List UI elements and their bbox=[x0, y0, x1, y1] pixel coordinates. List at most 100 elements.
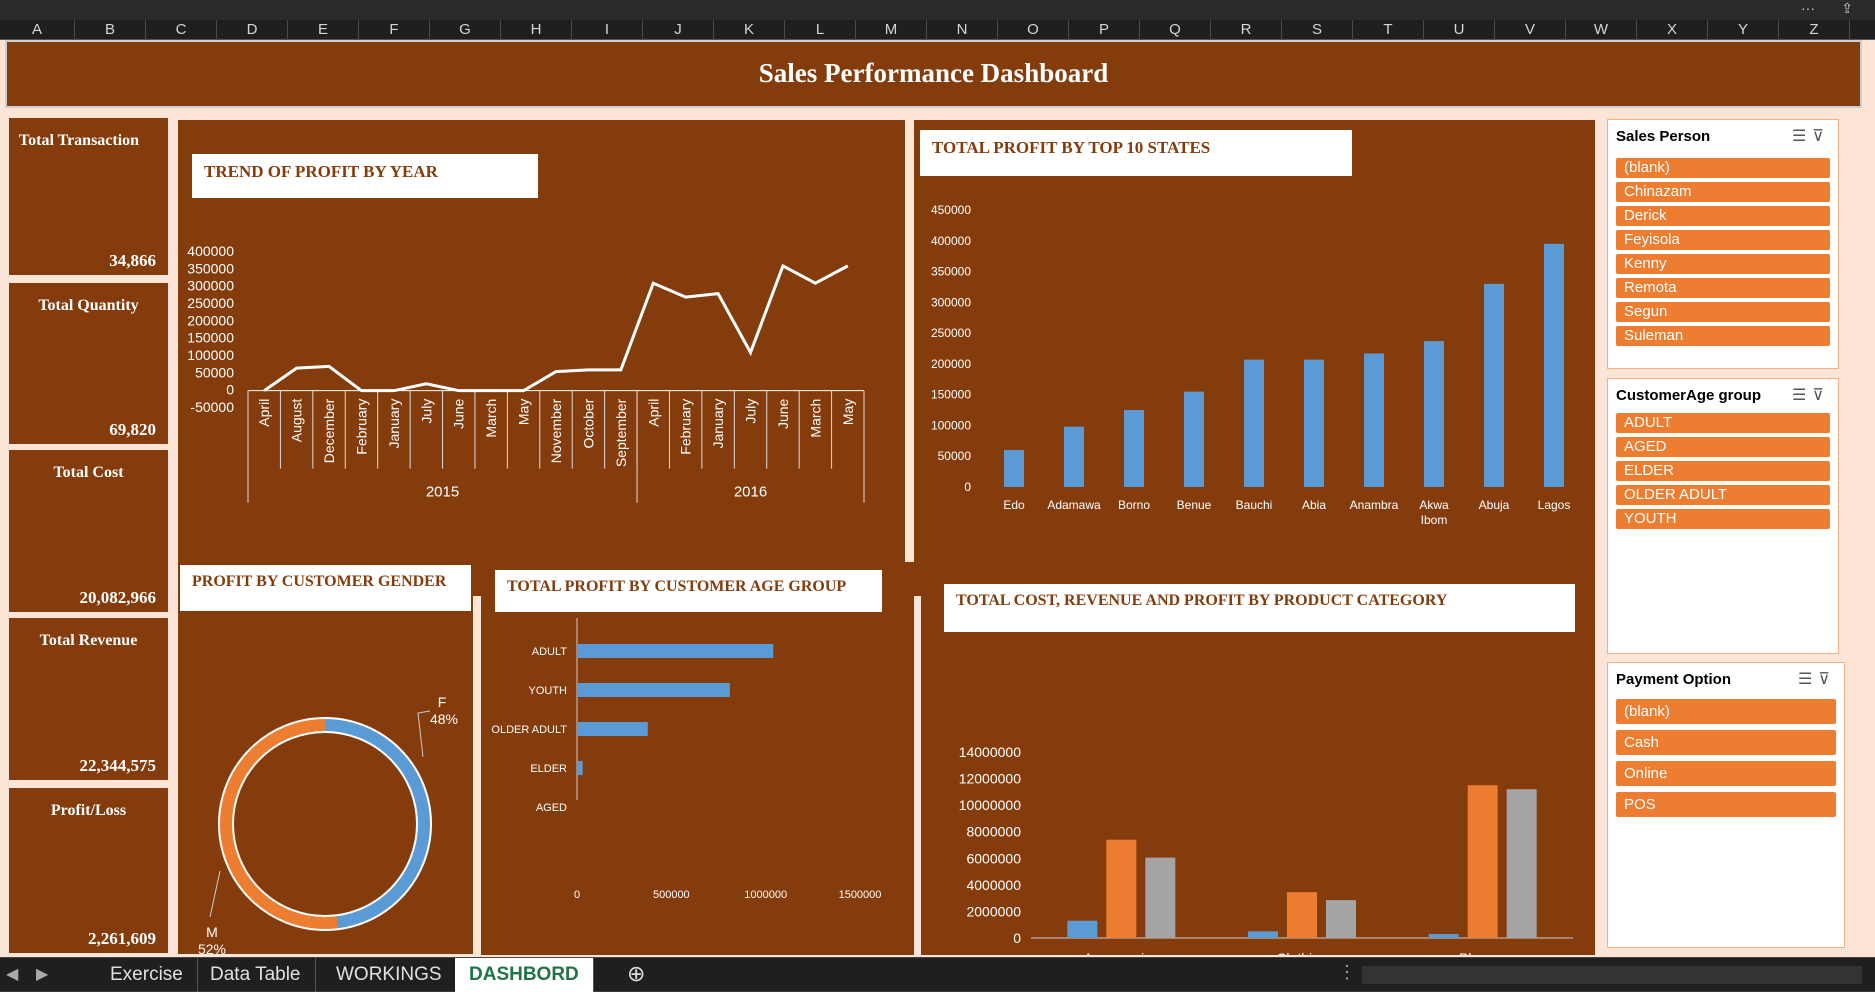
dashboard-title-banner[interactable]: Sales Performance Dashboard bbox=[5, 40, 1862, 108]
slicer-item[interactable]: Kenny bbox=[1616, 254, 1830, 274]
column-header[interactable]: A bbox=[0, 20, 75, 40]
slicer-item[interactable]: Cash bbox=[1616, 730, 1836, 755]
slicer-item[interactable]: (blank) bbox=[1616, 699, 1836, 724]
bar bbox=[1544, 244, 1564, 487]
column-header[interactable]: M bbox=[856, 20, 927, 40]
slicer-item[interactable]: POS bbox=[1616, 792, 1836, 817]
y-tick-label: 0 bbox=[226, 382, 234, 398]
slicer-item[interactable]: ELDER bbox=[1616, 461, 1830, 481]
column-header[interactable]: D bbox=[217, 20, 288, 40]
x-tick-label: 1000000 bbox=[744, 889, 787, 901]
x-tick-label: January bbox=[386, 399, 402, 449]
column-header[interactable]: I bbox=[572, 20, 643, 40]
sheet-tab[interactable]: Data Table bbox=[196, 958, 316, 992]
clear-filter-icon[interactable]: ⊽ bbox=[1812, 387, 1830, 404]
column-header[interactable]: R bbox=[1211, 20, 1282, 40]
x-tick-label: March bbox=[807, 399, 823, 438]
slicer-item[interactable]: (blank) bbox=[1616, 158, 1830, 178]
slicer-item[interactable]: Suleman bbox=[1616, 326, 1830, 346]
add-sheet-icon[interactable]: ⊕ bbox=[627, 961, 645, 987]
more-options-icon[interactable]: ··· bbox=[1801, 0, 1815, 16]
slicer-title: Sales Person bbox=[1616, 128, 1710, 145]
slicer-item[interactable]: Derick bbox=[1616, 206, 1830, 226]
bar bbox=[1145, 858, 1175, 938]
slicer-item[interactable]: Segun bbox=[1616, 302, 1830, 322]
y-tick-label: YOUTH bbox=[529, 685, 568, 697]
y-tick-label: 400000 bbox=[931, 234, 971, 248]
scroll-right-icon[interactable]: ▶ bbox=[36, 964, 48, 984]
sheet-tab[interactable]: Exercise bbox=[96, 958, 198, 992]
slicer-sales-person[interactable]: Sales Person ☰⊽ (blank) Chinazam Derick Fey… bbox=[1607, 119, 1839, 369]
clear-filter-icon[interactable]: ⊽ bbox=[1818, 671, 1836, 688]
multi-select-icon[interactable]: ☰ bbox=[1798, 671, 1818, 688]
y-tick-label: 0 bbox=[1013, 930, 1021, 946]
column-header[interactable]: V bbox=[1495, 20, 1566, 40]
x-tick-label: Lagos bbox=[1538, 498, 1571, 512]
x-tick-label: February bbox=[353, 399, 369, 455]
x-tick-label: Ibom bbox=[1421, 513, 1448, 527]
column-header[interactable]: G bbox=[430, 20, 501, 40]
sheet-tab[interactable]: WORKINGS bbox=[322, 958, 457, 992]
age-chart-panel[interactable]: TOTAL PROFIT BY CUSTOMER AGE GROUP ADULT… bbox=[481, 562, 914, 955]
slicer-item[interactable]: YOUTH bbox=[1616, 509, 1830, 529]
slicer-item[interactable]: Remota bbox=[1616, 278, 1830, 298]
column-header[interactable]: N bbox=[927, 20, 998, 40]
column-header[interactable]: U bbox=[1424, 20, 1495, 40]
kpi-card-total-cost: Total Cost 20,082,966 bbox=[9, 450, 168, 612]
y-tick-label: 150000 bbox=[931, 388, 971, 402]
sheet-tab[interactable]: DASHBORD bbox=[455, 958, 594, 992]
column-header[interactable]: Y bbox=[1708, 20, 1779, 40]
slice-label: F bbox=[438, 694, 447, 710]
column-header[interactable]: S bbox=[1282, 20, 1353, 40]
kpi-label: Total Revenue bbox=[9, 632, 168, 650]
column-header[interactable]: K bbox=[714, 20, 785, 40]
column-header[interactable]: C bbox=[146, 20, 217, 40]
bar bbox=[1304, 360, 1324, 487]
clear-filter-icon[interactable]: ⊽ bbox=[1812, 128, 1830, 145]
slicer-item[interactable]: ADULT bbox=[1616, 413, 1830, 433]
bar bbox=[1067, 921, 1097, 938]
leader-line bbox=[210, 871, 220, 917]
y-tick-label: ELDER bbox=[530, 763, 567, 775]
column-header[interactable]: E bbox=[288, 20, 359, 40]
share-icon[interactable]: ⇪ bbox=[1841, 0, 1853, 17]
column-header[interactable]: Q bbox=[1140, 20, 1211, 40]
column-header[interactable]: T bbox=[1353, 20, 1424, 40]
column-header[interactable]: P bbox=[1069, 20, 1140, 40]
column-header[interactable]: H bbox=[501, 20, 572, 40]
horizontal-scrollbar[interactable] bbox=[1362, 966, 1862, 984]
y-tick-label: 350000 bbox=[187, 260, 234, 276]
category-chart-panel[interactable]: TOTAL COST, REVENUE AND PROFIT BY PRODUC… bbox=[921, 562, 1595, 955]
slicer-item[interactable]: Feyisola bbox=[1616, 230, 1830, 250]
slicer-item[interactable]: Chinazam bbox=[1616, 182, 1830, 202]
column-header[interactable]: W bbox=[1566, 20, 1637, 40]
column-header[interactable]: B bbox=[75, 20, 146, 40]
column-header[interactable]: O bbox=[998, 20, 1069, 40]
bar bbox=[1244, 360, 1264, 487]
x-tick-label: 500000 bbox=[653, 889, 690, 901]
slicer-item[interactable]: Online bbox=[1616, 761, 1836, 786]
donut-slice bbox=[325, 725, 424, 922]
column-header[interactable]: J bbox=[643, 20, 714, 40]
slicer-item[interactable]: OLDER ADULT bbox=[1616, 485, 1830, 505]
y-tick-label: 450000 bbox=[931, 203, 971, 217]
x-tick-label: 0 bbox=[574, 889, 580, 901]
slice-label: M bbox=[206, 924, 218, 940]
slicer-item[interactable]: AGED bbox=[1616, 437, 1830, 457]
scroll-left-icon[interactable]: ◀ bbox=[6, 964, 18, 984]
x-tick-label: Edo bbox=[1003, 498, 1025, 512]
column-header[interactable]: X bbox=[1637, 20, 1708, 40]
more-vertical-icon[interactable]: ⋮ bbox=[1338, 962, 1356, 983]
x-tick-label: April bbox=[256, 399, 272, 427]
column-header[interactable]: F bbox=[359, 20, 430, 40]
multi-select-icon[interactable]: ☰ bbox=[1792, 128, 1812, 145]
multi-select-icon[interactable]: ☰ bbox=[1792, 387, 1812, 404]
bar bbox=[577, 761, 583, 775]
column-header[interactable]: L bbox=[785, 20, 856, 40]
column-header[interactable]: Z bbox=[1779, 20, 1850, 40]
